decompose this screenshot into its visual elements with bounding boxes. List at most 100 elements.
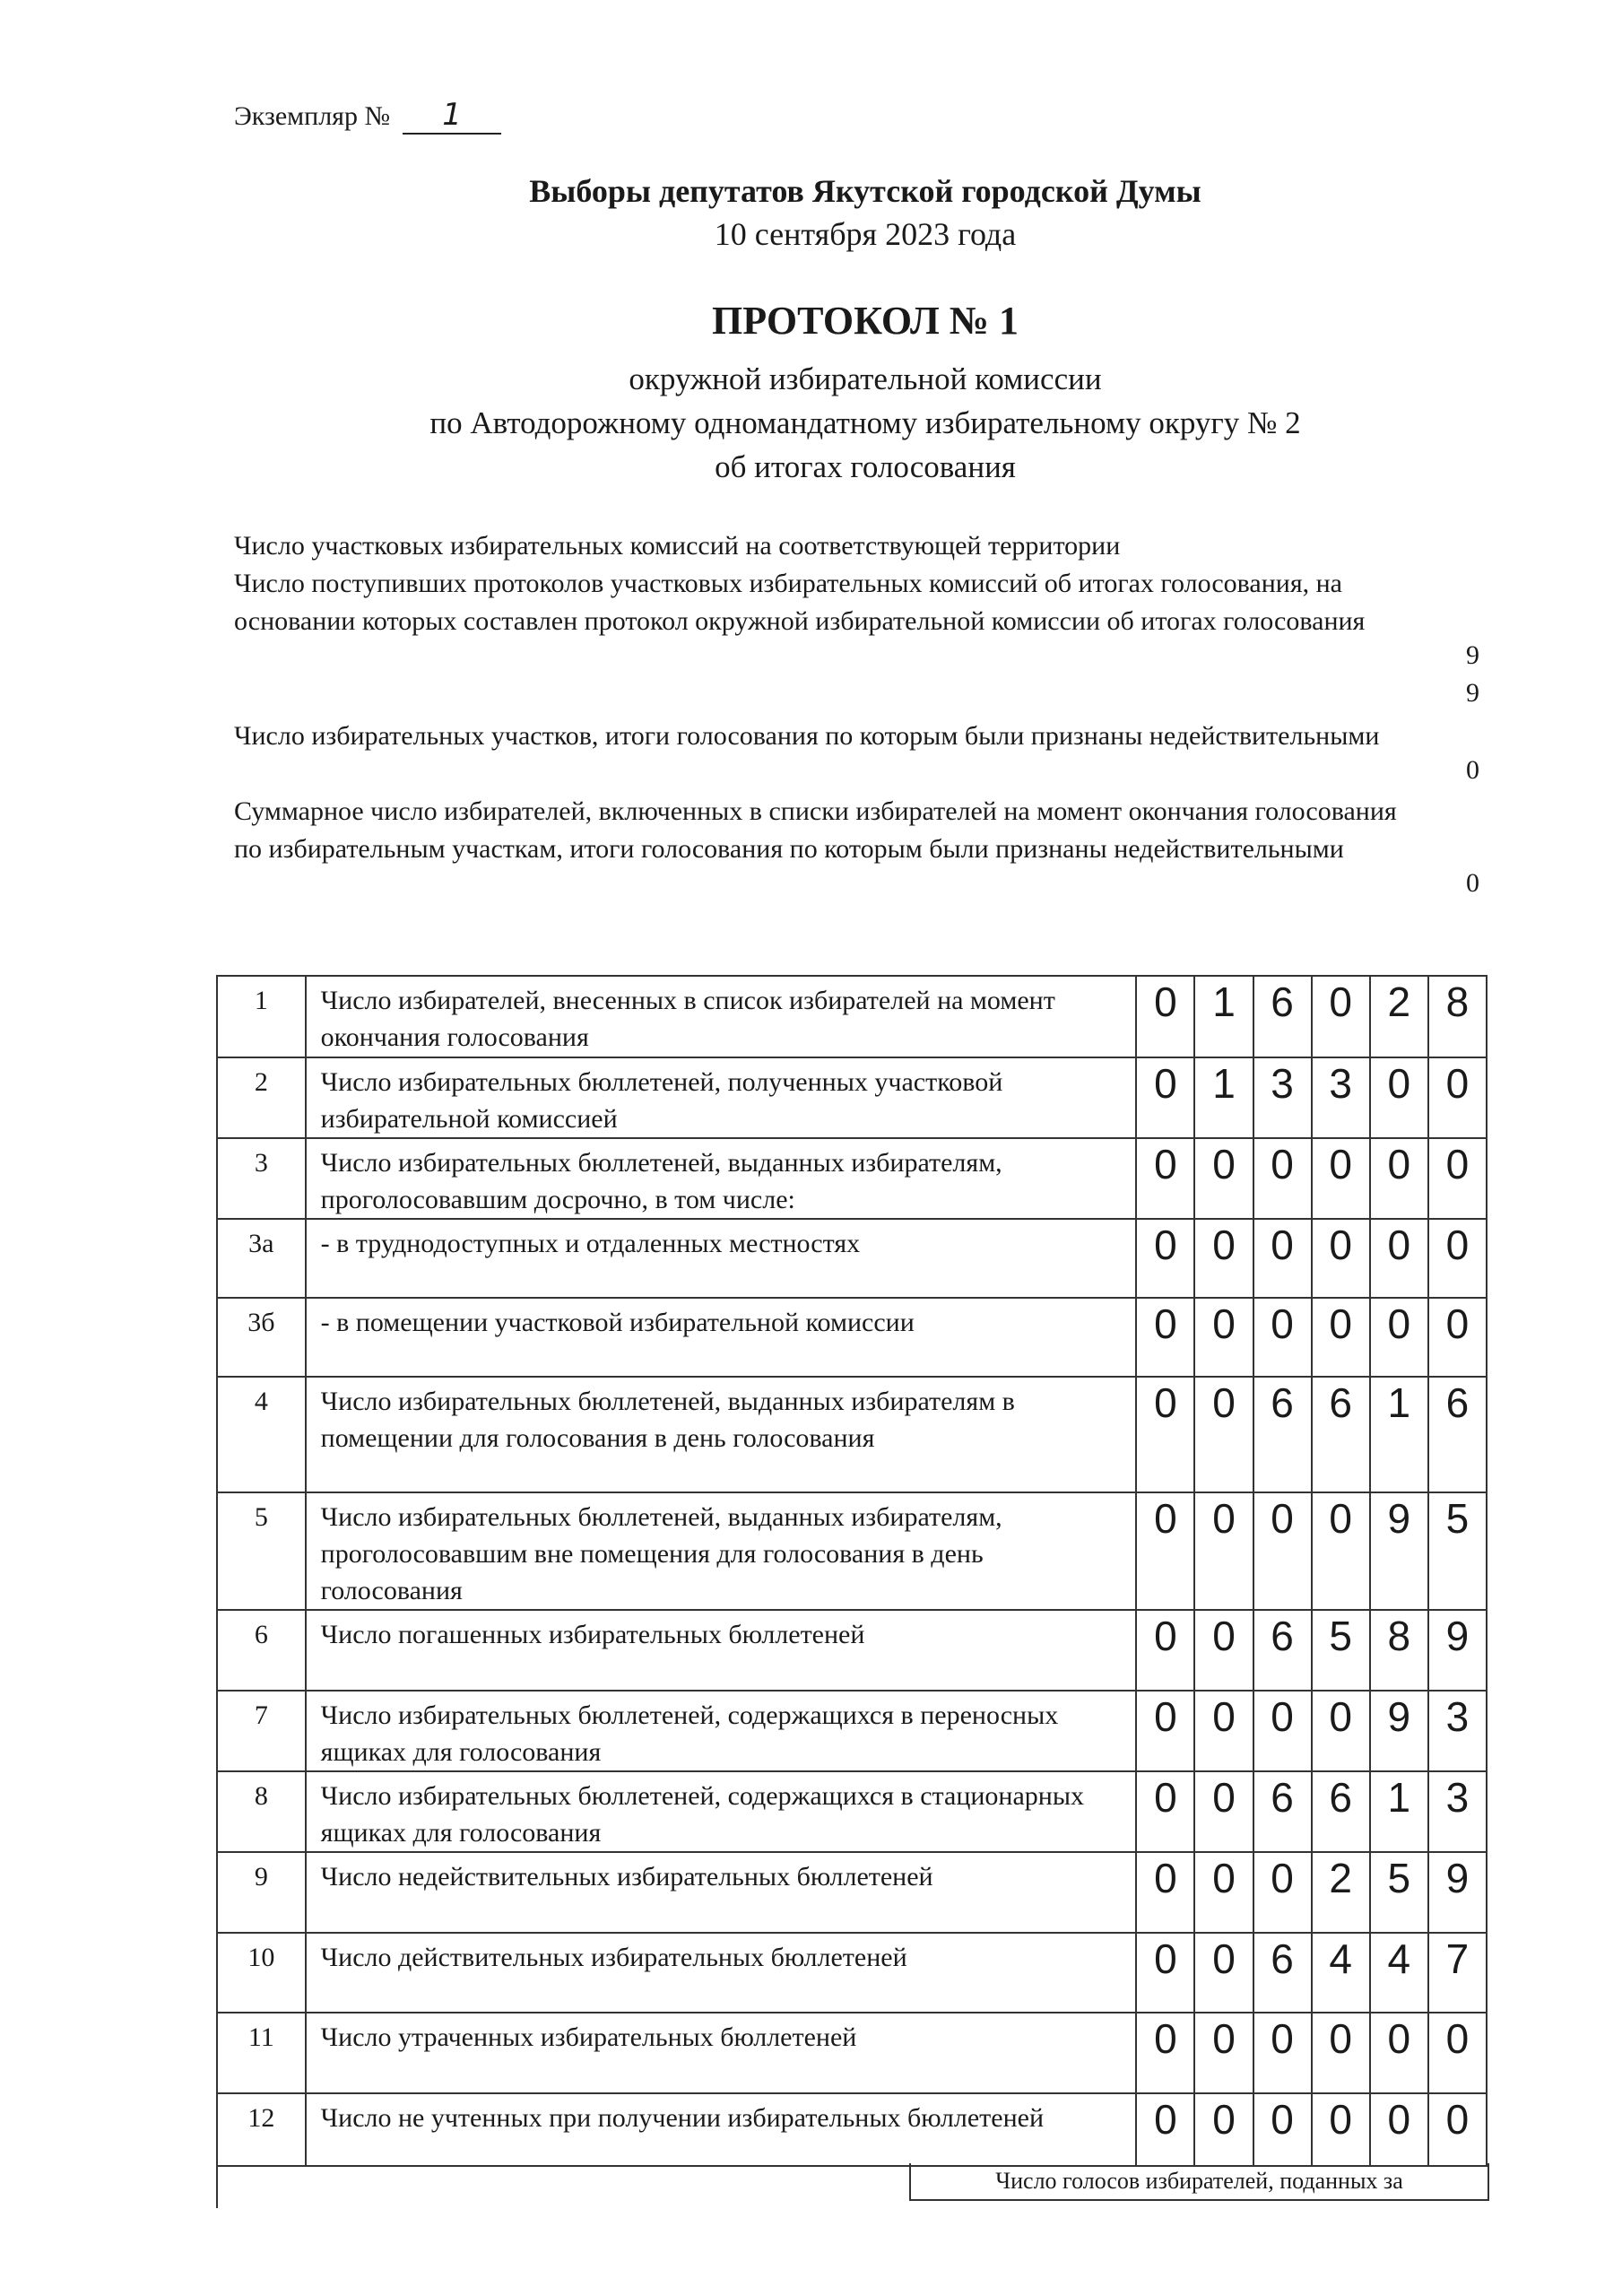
subtitle-line: по Автодорожному одномандатному избирате… bbox=[429, 405, 1301, 440]
digit-cell: 0 bbox=[1135, 1218, 1196, 1299]
row-label: Число действительных избирательных бюлле… bbox=[304, 1932, 1138, 2013]
row-label: Число избирателей, внесенных в список из… bbox=[304, 975, 1138, 1058]
digit-cell: 0 bbox=[1310, 1137, 1371, 1220]
digit-cell: 1 bbox=[1193, 975, 1254, 1058]
row-label: Число избирательных бюллетеней, содержащ… bbox=[304, 1770, 1138, 1853]
table-row: 9 Число недействительных избирательных бю… bbox=[216, 1851, 1488, 1934]
digit-cell: 1 bbox=[1193, 1057, 1254, 1139]
copy-label: Экземпляр № bbox=[234, 101, 391, 131]
digit-cell: 0 bbox=[1427, 1057, 1488, 1139]
digit-cell: 0 bbox=[1135, 2092, 1196, 2167]
results-table: 1 Число избирателей, внесенных в список и… bbox=[216, 975, 1488, 2167]
summary-text: Число участковых избирательных комиссий … bbox=[234, 531, 1121, 561]
digit-cell: 0 bbox=[1252, 1137, 1313, 1220]
digit-cell: 0 bbox=[1310, 1492, 1371, 1611]
table-row: 3 Число избирательных бюллетеней, выданны… bbox=[216, 1137, 1488, 1220]
digit-cell: 0 bbox=[1193, 1137, 1254, 1220]
digit-cell: 0 bbox=[1427, 2092, 1488, 2167]
copy-number-line: Экземпляр № 1 bbox=[234, 97, 502, 135]
digit-cell: 0 bbox=[1135, 1932, 1196, 2013]
row-number: 8 bbox=[216, 1770, 307, 1853]
digit-cell: 0 bbox=[1368, 1218, 1429, 1299]
election-date: 10 сентября 2023 года bbox=[714, 216, 1017, 252]
row-number: 11 bbox=[216, 2012, 307, 2094]
digit-cell: 0 bbox=[1193, 2012, 1254, 2094]
summary-value: 0 bbox=[1466, 868, 1479, 898]
digit-cell: 0 bbox=[1310, 1218, 1371, 1299]
digit-cell: 0 bbox=[1135, 1690, 1196, 1772]
row-label: Число избирательных бюллетеней, выданных… bbox=[304, 1492, 1138, 1611]
digit-cell: 0 bbox=[1252, 1492, 1313, 1611]
digit-cell: 0 bbox=[1135, 1057, 1196, 1139]
table-row: 3б - в помещении участковой избирательной… bbox=[216, 1297, 1488, 1378]
digit-cell: 7 bbox=[1427, 1932, 1488, 2013]
digit-cell: 6 bbox=[1252, 1932, 1313, 2013]
digit-cell: 5 bbox=[1368, 1851, 1429, 1934]
digit-cell: 6 bbox=[1252, 1376, 1313, 1493]
digit-cell: 0 bbox=[1193, 1492, 1254, 1611]
table-row: 10 Число действительных избирательных бюл… bbox=[216, 1932, 1488, 2013]
digit-cell: 9 bbox=[1427, 1609, 1488, 1692]
digit-cell: 8 bbox=[1427, 975, 1488, 1058]
digit-cell: 6 bbox=[1310, 1770, 1371, 1853]
table-row: 6 Число погашенных избирательных бюллетен… bbox=[216, 1609, 1488, 1692]
digit-cell: 0 bbox=[1427, 2012, 1488, 2094]
digit-cell: 4 bbox=[1368, 1932, 1429, 2013]
digit-cell: 0 bbox=[1310, 975, 1371, 1058]
table-row: 12 Число не учтенных при получении избира… bbox=[216, 2092, 1488, 2167]
digit-cell: 0 bbox=[1135, 1137, 1196, 1220]
digit-cell: 0 bbox=[1252, 1297, 1313, 1378]
digit-cell: 0 bbox=[1193, 1851, 1254, 1934]
votes-header: Число голосов избирателей, поданных за bbox=[909, 2163, 1489, 2201]
digit-cell: 0 bbox=[1252, 1851, 1313, 1934]
summary-text: Число поступивших протоколов участковых … bbox=[234, 569, 1366, 636]
digit-cell: 0 bbox=[1252, 2012, 1313, 2094]
digit-cell: 0 bbox=[1135, 1609, 1196, 1692]
digit-cell: 6 bbox=[1252, 975, 1313, 1058]
summary-value: 9 bbox=[1466, 678, 1479, 708]
protocol-title: ПРОТОКОЛ № 1 bbox=[712, 299, 1019, 343]
digit-cell: 0 bbox=[1252, 1218, 1313, 1299]
digit-cell: 6 bbox=[1310, 1376, 1371, 1493]
row-label: Число утраченных избирательных бюллетене… bbox=[304, 2012, 1138, 2094]
digit-cell: 0 bbox=[1368, 1057, 1429, 1139]
row-number: 3а bbox=[216, 1218, 307, 1299]
digit-cell: 0 bbox=[1310, 1690, 1371, 1772]
summary-value: 9 bbox=[1466, 640, 1479, 670]
table-row: 3а - в труднодоступных и отдаленных местн… bbox=[216, 1218, 1488, 1299]
digit-cell: 0 bbox=[1135, 1770, 1196, 1853]
digit-cell: 0 bbox=[1135, 2012, 1196, 2094]
election-title: Выборы депутатов Якутской городской Думы bbox=[529, 173, 1201, 209]
digit-cell: 0 bbox=[1193, 1218, 1254, 1299]
digit-cell: 6 bbox=[1252, 1770, 1313, 1853]
row-number: 4 bbox=[216, 1376, 307, 1493]
summary-text: Число избирательных участков, итоги голо… bbox=[234, 721, 1380, 751]
row-label: Число избирательных бюллетеней, выданных… bbox=[304, 1137, 1138, 1220]
digit-cell: 0 bbox=[1135, 1376, 1196, 1493]
table-row: 1 Число избирателей, внесенных в список и… bbox=[216, 975, 1488, 1058]
protocol-subtitle: окружной избирательной комиссии по Автод… bbox=[0, 357, 1622, 489]
row-label: Число погашенных избирательных бюллетене… bbox=[304, 1609, 1138, 1692]
digit-cell: 1 bbox=[1368, 1376, 1429, 1493]
summary-value: 0 bbox=[1466, 755, 1479, 785]
row-number: 9 bbox=[216, 1851, 307, 1934]
row-number: 5 bbox=[216, 1492, 307, 1611]
row-number: 7 bbox=[216, 1690, 307, 1772]
digit-cell: 9 bbox=[1368, 1690, 1429, 1772]
table-row: 11 Число утраченных избирательных бюллете… bbox=[216, 2012, 1488, 2094]
digit-cell: 0 bbox=[1193, 1690, 1254, 1772]
table-row: 5 Число избирательных бюллетеней, выданны… bbox=[216, 1492, 1488, 1611]
digit-cell: 0 bbox=[1193, 1376, 1254, 1493]
digit-cell: 0 bbox=[1193, 1932, 1254, 2013]
digit-cell: 2 bbox=[1368, 975, 1429, 1058]
digit-cell: 0 bbox=[1193, 1609, 1254, 1692]
row-label: Число избирательных бюллетеней, содержащ… bbox=[304, 1690, 1138, 1772]
digit-cell: 0 bbox=[1135, 1297, 1196, 1378]
row-number: 3б bbox=[216, 1297, 307, 1378]
table-row: 2 Число избирательных бюллетеней, получен… bbox=[216, 1057, 1488, 1139]
digit-cell: 0 bbox=[1368, 1137, 1429, 1220]
row-label: - в помещении участковой избирательной к… bbox=[304, 1297, 1138, 1378]
digit-cell: 0 bbox=[1193, 1297, 1254, 1378]
digit-cell: 4 bbox=[1310, 1932, 1371, 2013]
subtitle-line: окружной избирательной комиссии bbox=[629, 361, 1102, 396]
